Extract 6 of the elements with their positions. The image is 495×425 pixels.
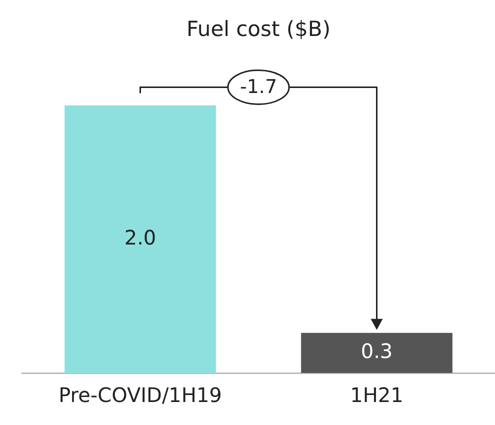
text: -1.7 <box>240 76 278 98</box>
data-label: 0.3 <box>360 339 393 364</box>
x-tick-label: Pre-COVID/1H19 <box>58 383 222 408</box>
x-tick-label: 1H21 <box>350 383 404 408</box>
chart-title: Fuel cost ($B) <box>186 17 331 42</box>
data-label: 2.0 <box>124 225 156 250</box>
